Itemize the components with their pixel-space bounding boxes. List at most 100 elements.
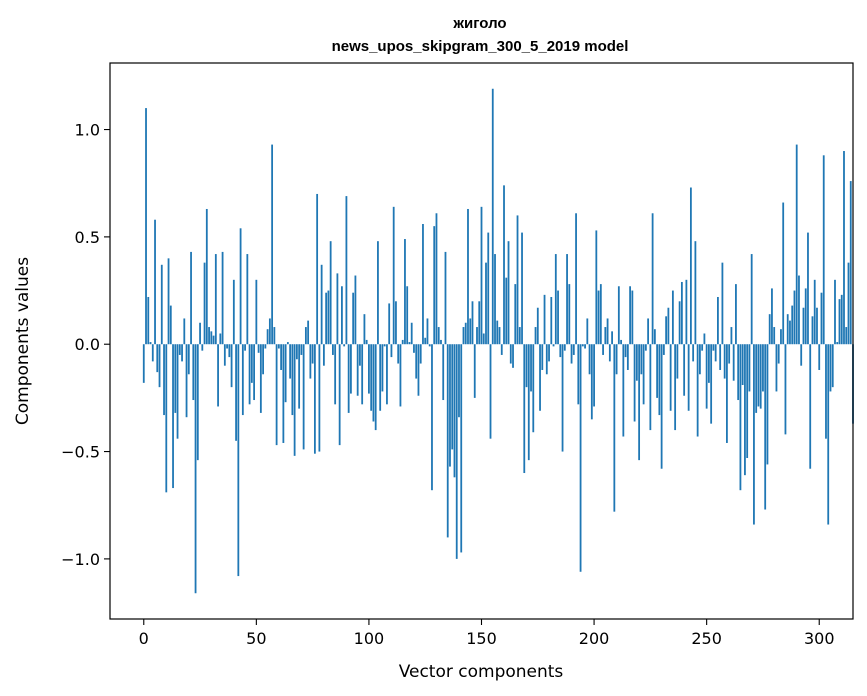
bar <box>685 279 688 345</box>
bar <box>825 344 827 439</box>
bar <box>798 275 800 345</box>
bar <box>241 344 244 416</box>
bar <box>223 344 226 366</box>
bar <box>611 331 613 345</box>
bar <box>163 344 165 416</box>
bar <box>284 344 287 403</box>
y-tick-label: −1.0 <box>61 550 100 569</box>
bar <box>829 344 832 392</box>
bar <box>545 344 548 375</box>
bar <box>325 292 328 345</box>
bar <box>514 284 517 345</box>
bar <box>820 292 823 345</box>
bar <box>834 279 836 345</box>
bar <box>196 344 199 461</box>
bar <box>343 344 346 347</box>
bar <box>512 344 514 368</box>
bar <box>232 279 235 345</box>
bar <box>156 344 159 373</box>
bar <box>509 344 512 364</box>
bar <box>415 344 418 379</box>
bar <box>744 344 746 476</box>
bar <box>775 344 778 392</box>
bar <box>185 344 188 418</box>
bar <box>268 318 271 345</box>
bar <box>563 344 566 351</box>
bar <box>446 344 449 538</box>
bar <box>622 344 625 437</box>
bar <box>320 264 323 345</box>
bar <box>791 305 794 345</box>
bar <box>665 316 668 345</box>
bar <box>811 316 814 345</box>
bar <box>849 181 852 345</box>
bar <box>192 344 195 401</box>
bar <box>309 344 312 379</box>
bar <box>662 344 665 355</box>
bar <box>735 284 737 345</box>
bar <box>606 318 609 345</box>
bar <box>525 344 528 388</box>
bar <box>424 337 427 345</box>
bar <box>476 327 478 345</box>
bar <box>845 327 848 345</box>
bar <box>822 155 825 345</box>
bar <box>419 344 422 364</box>
bar <box>676 344 679 379</box>
y-tick-label: 0.0 <box>75 335 100 354</box>
bar <box>615 344 618 375</box>
bar <box>437 327 440 345</box>
x-tick-label: 50 <box>246 629 266 648</box>
bar <box>246 254 249 345</box>
bar <box>827 344 830 525</box>
bar <box>584 344 586 349</box>
bar <box>590 344 593 420</box>
bar <box>235 344 237 441</box>
bar <box>248 344 251 405</box>
bar <box>165 344 168 493</box>
bar <box>496 320 499 345</box>
chart-subtitle: news_upos_skipgram_300_5_2019 model <box>332 38 629 55</box>
bar <box>199 322 201 345</box>
bar <box>383 344 386 347</box>
bar <box>316 193 319 345</box>
bar <box>795 144 798 345</box>
bar <box>557 290 559 345</box>
bar <box>579 344 582 572</box>
bar <box>620 339 622 345</box>
bar <box>593 344 595 407</box>
x-tick-label: 200 <box>579 629 610 648</box>
bar <box>289 344 292 379</box>
bar <box>651 213 654 345</box>
bar <box>422 224 424 345</box>
bar <box>471 301 474 345</box>
bar <box>689 187 692 345</box>
bar <box>649 344 652 431</box>
bar <box>566 254 568 345</box>
bar <box>577 344 580 405</box>
bar <box>395 301 397 345</box>
bar <box>336 273 339 345</box>
bar <box>680 281 683 345</box>
bar <box>255 279 258 345</box>
bar <box>178 344 181 355</box>
bar <box>836 342 839 345</box>
bar <box>442 344 445 401</box>
bar <box>363 314 366 345</box>
bar <box>753 344 755 525</box>
bar <box>626 344 629 370</box>
bar <box>311 344 314 364</box>
bar <box>322 344 325 366</box>
bar <box>660 344 663 469</box>
bar <box>554 254 557 345</box>
bar <box>183 318 186 345</box>
bar <box>516 215 519 345</box>
bar <box>187 344 190 375</box>
bar <box>786 314 789 345</box>
bar <box>262 344 264 375</box>
bar <box>350 344 352 394</box>
bar <box>181 344 183 362</box>
bar <box>530 344 532 392</box>
bar <box>485 262 487 345</box>
